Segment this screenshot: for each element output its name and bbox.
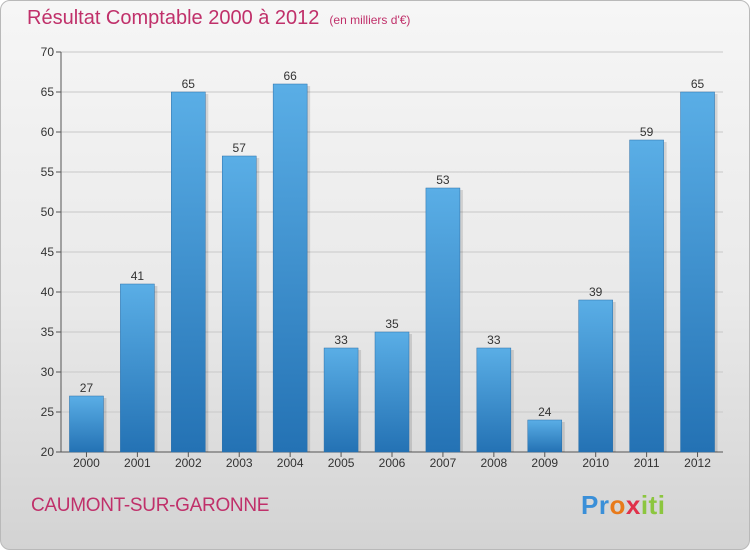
x-tick-label-2007: 2007 (430, 456, 457, 470)
value-label-2009: 24 (538, 405, 552, 419)
x-tick-label-2010: 2010 (582, 456, 609, 470)
y-tick-label: 30 (41, 365, 55, 379)
bar-2001 (120, 283, 155, 453)
value-label-2010: 39 (589, 285, 603, 299)
bar-2006 (374, 331, 410, 453)
x-tick-label-2000: 2000 (73, 456, 100, 470)
y-tick-label: 65 (41, 85, 55, 99)
bar-2003 (221, 155, 257, 453)
x-tick-label-2008: 2008 (480, 456, 507, 470)
bar-2002 (171, 91, 206, 453)
value-label-2011: 59 (640, 125, 654, 139)
value-label-2000: 27 (80, 381, 94, 395)
y-tick-label: 45 (41, 245, 55, 259)
data-labels: 27 41 65 57 66 33 35 53 33 24 39 59 65 (80, 69, 705, 419)
x-tick-label-2011: 2011 (634, 456, 660, 470)
bar-2008 (476, 347, 512, 453)
commune-name: CAUMONT-SUR-GARONNE (31, 495, 270, 516)
x-tick-label-2006: 2006 (379, 456, 406, 470)
value-label-2007: 53 (436, 173, 450, 187)
bar-2000 (69, 395, 104, 453)
x-tick-label-2001: 2001 (124, 456, 151, 470)
bar-2010 (578, 299, 613, 453)
value-label-2006: 35 (385, 317, 399, 331)
bar-2007 (425, 187, 461, 453)
value-label-2004: 66 (283, 69, 297, 83)
value-label-2001: 41 (131, 269, 145, 283)
x-tick-label-2005: 2005 (328, 456, 355, 470)
y-tick-label: 20 (41, 445, 55, 459)
y-tick-label: 70 (41, 45, 55, 59)
logo-part-1: Pr (581, 490, 610, 520)
y-tick-label: 35 (41, 325, 55, 339)
chart-title: Résultat Comptable 2000 à 2012 (en millie… (27, 7, 410, 30)
value-label-2003: 57 (233, 141, 247, 155)
x-tick-label-2012: 2012 (684, 456, 711, 470)
bar-2009 (527, 419, 563, 453)
chart-subtitle: (en milliers d'€) (329, 13, 411, 27)
x-tick-label-2004: 2004 (277, 456, 304, 470)
y-tick-label: 55 (41, 165, 55, 179)
logo-part-4: iti (640, 490, 666, 520)
bar-2011 (629, 139, 664, 453)
logo-part-2: o (609, 490, 626, 520)
proxiti-logo: Proxiti (581, 490, 665, 521)
y-tick-label: 50 (41, 205, 55, 219)
x-tick-label-2009: 2009 (531, 456, 558, 470)
bar-2004 (272, 83, 308, 453)
y-tick-label: 40 (41, 285, 55, 299)
value-label-2012: 65 (691, 77, 705, 91)
bars (69, 83, 718, 453)
y-tick-label: 60 (41, 125, 55, 139)
x-tick-label-2002: 2002 (175, 456, 202, 470)
bar-2005 (323, 347, 359, 453)
value-label-2008: 33 (487, 333, 501, 347)
value-label-2005: 33 (334, 333, 348, 347)
logo-part-3: x (625, 490, 641, 520)
y-tick-label: 25 (41, 405, 55, 419)
value-label-2002: 65 (182, 77, 196, 91)
chart-title-text: Résultat Comptable 2000 à 2012 (27, 7, 320, 29)
x-tick-label-2003: 2003 (226, 456, 253, 470)
bar-2012 (680, 91, 715, 453)
